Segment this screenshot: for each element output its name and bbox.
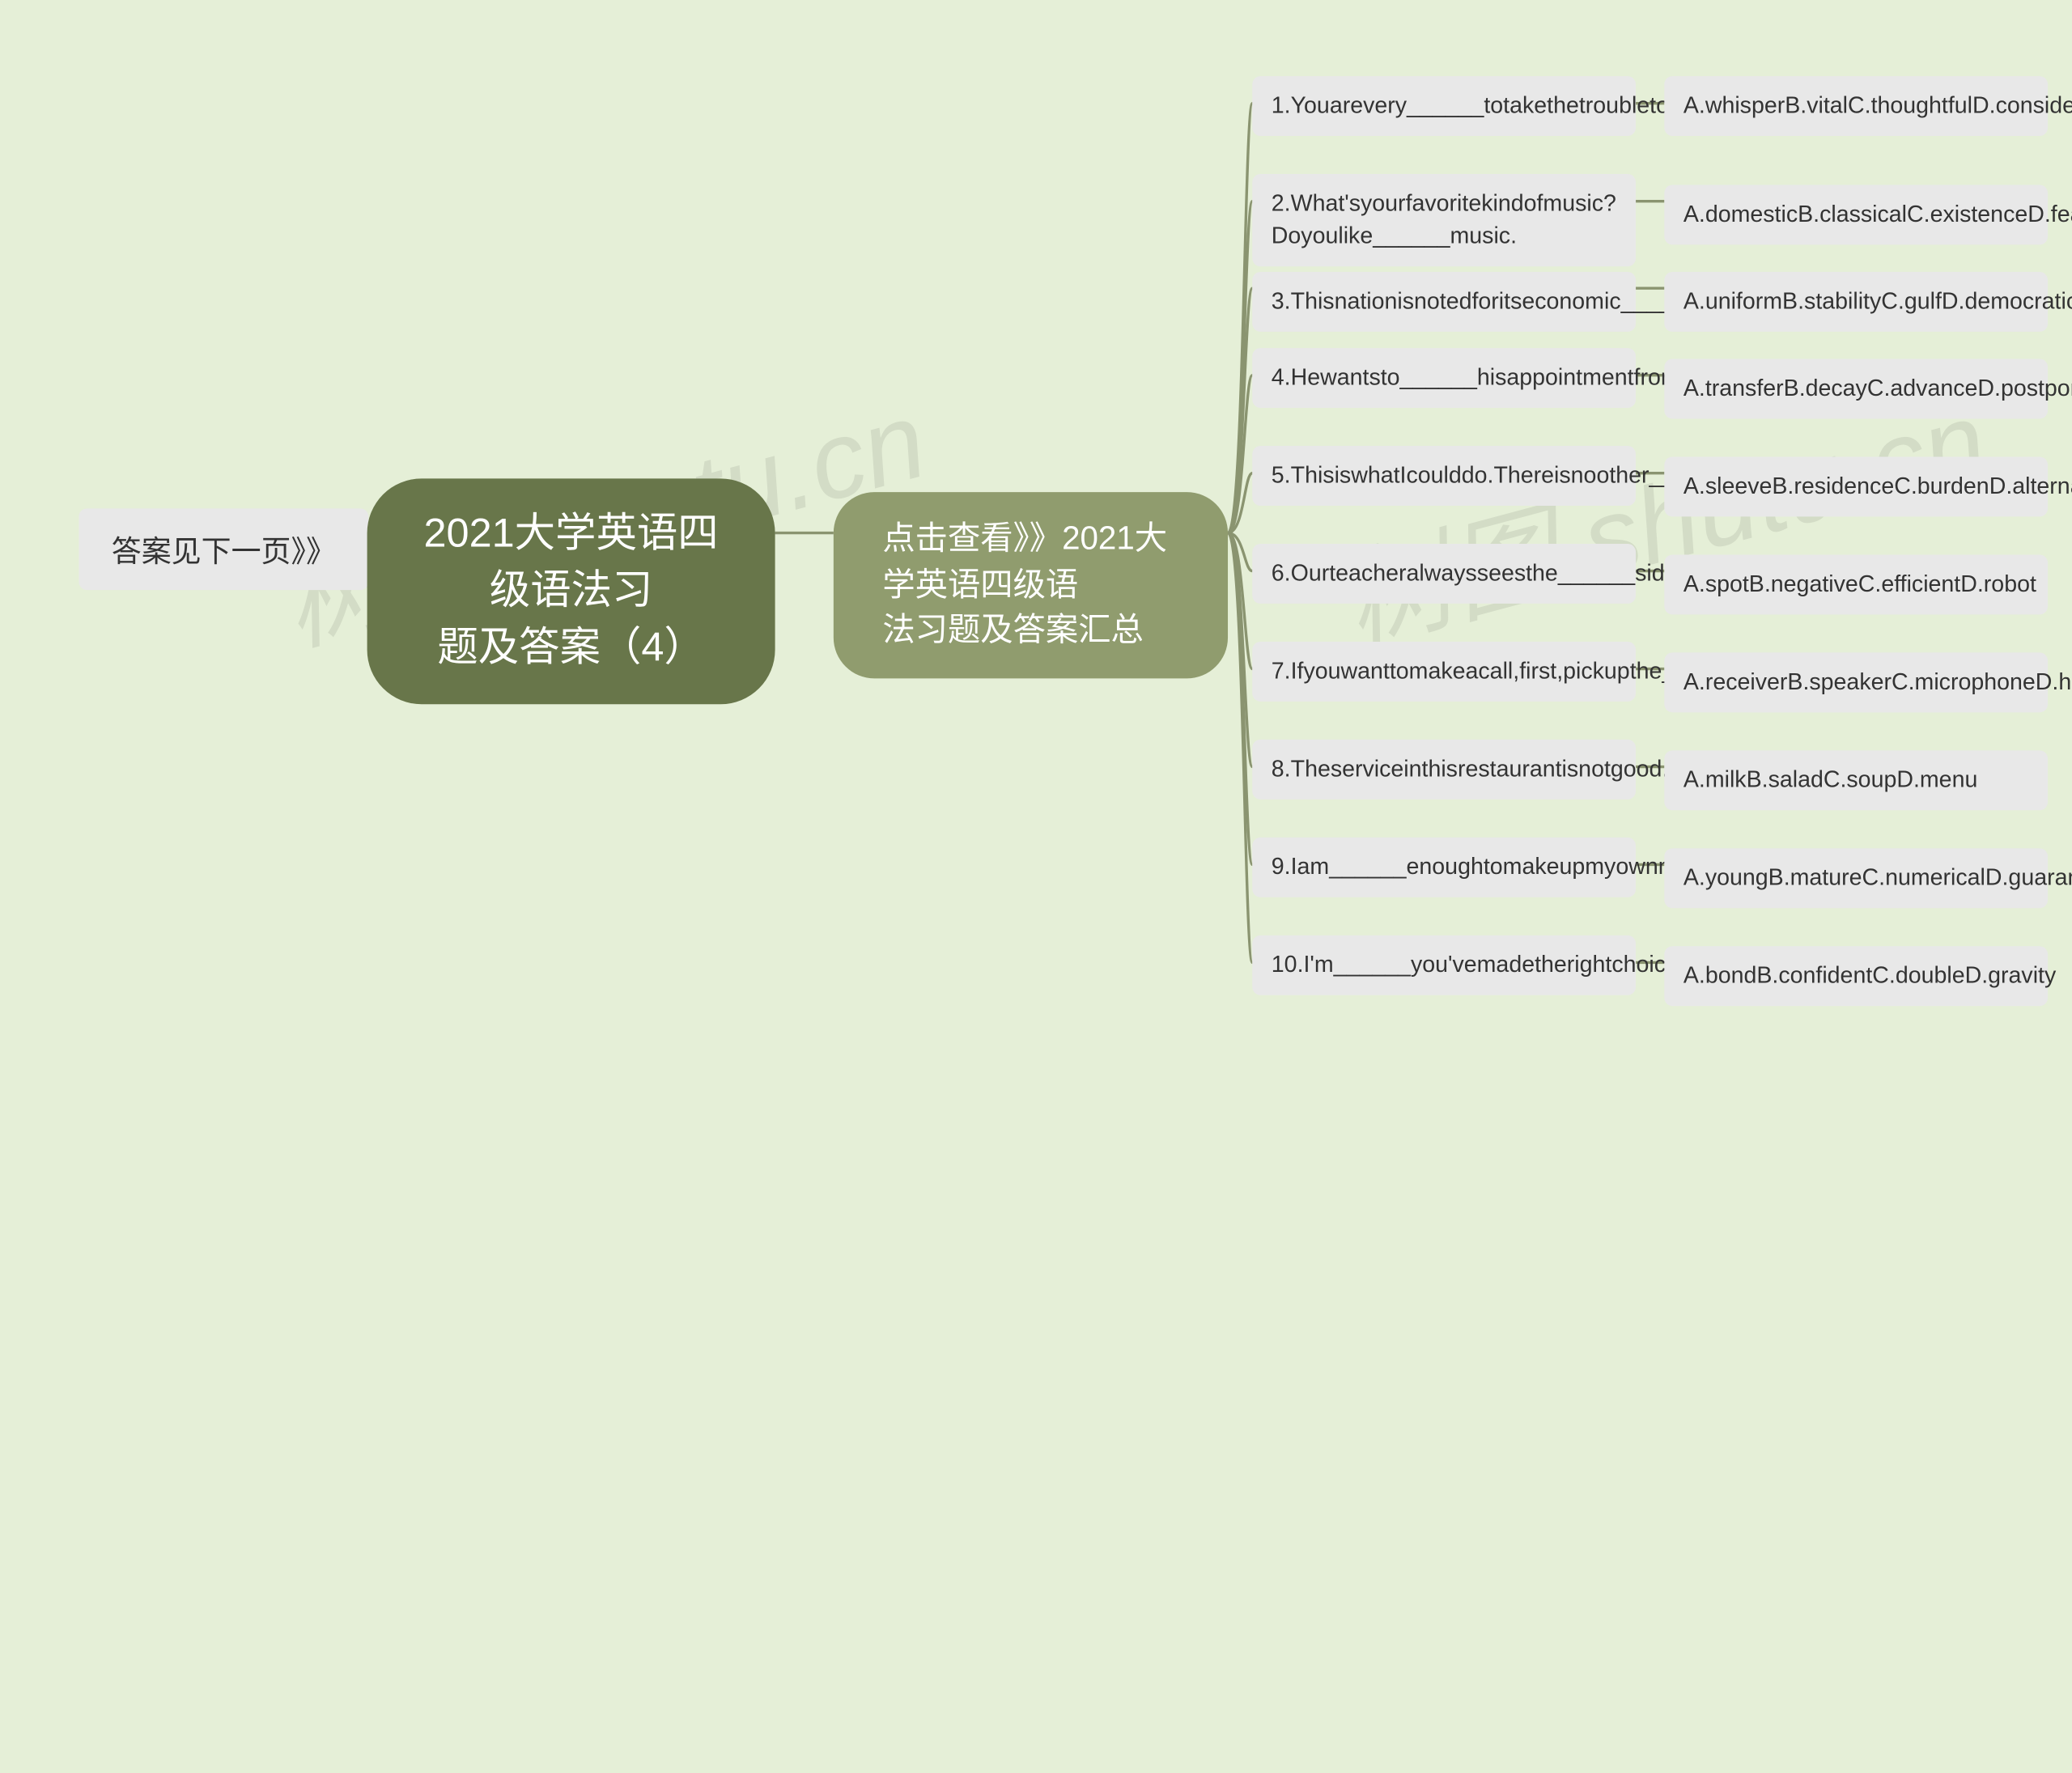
sub-label: 点击查看》》2021大学英语四级语 法习题及答案汇总 [882,520,1167,648]
answer-node-2[interactable]: A.domesticB.classicalC.existenceD.featur… [1664,185,2048,244]
root-node[interactable]: 2021大学英语四级语法习 题及答案（4） [367,478,775,704]
answer-label: A.spotB.negativeC.efficientD.robot [1684,571,2036,597]
answer-node-6[interactable]: A.spotB.negativeC.efficientD.robot [1664,554,2048,614]
sub-node[interactable]: 点击查看》》2021大学英语四级语 法习题及答案汇总 [834,492,1228,678]
answer-node-7[interactable]: A.receiverB.speakerC.microphoneD.hook [1664,652,2048,712]
answer-node-1[interactable]: A.whisperB.vitalC.thoughtfulD.considerab… [1664,76,2048,136]
question-node-6[interactable]: 6.Ourteacheralwaysseesthe______sideofeve… [1252,544,1636,604]
answer-label: A.sleeveB.residenceC.burdenD.alternative [1684,473,2072,499]
question-label: 10.I'm______you'vemadetherightchoice. [1272,952,1685,978]
question-node-2[interactable]: 2.What'syourfavoritekindofmusic?Doyoulik… [1252,174,1636,266]
question-node-1[interactable]: 1.Youarevery______totakethetroubletohelp… [1252,76,1636,136]
answer-next-page-label: 答案见下一页》》 [112,534,336,568]
root-label: 2021大学英语四级语法习 题及答案（4） [422,506,721,677]
question-node-5[interactable]: 5.ThisiswhatIcoulddo.Thereisnoother_____… [1252,446,1636,506]
question-node-4[interactable]: 4.Hewantsto______hisappointmentfromMonda… [1252,348,1636,408]
answer-node-5[interactable]: A.sleeveB.residenceC.burdenD.alternative [1664,456,2048,516]
answer-next-page-node[interactable]: 答案见下一页》》 [79,508,368,590]
question-node-7[interactable]: 7.Ifyouwanttomakeacall,first,pickupthe__… [1252,642,1636,702]
answer-label: A.uniformB.stabilityC.gulfD.democratic [1684,288,2072,314]
question-node-8[interactable]: 8.Theserviceinthisrestaurantisnotgood.Ev… [1252,740,1636,800]
question-node-9[interactable]: 9.Iam______enoughtomakeupmyownmind.Youdo… [1252,838,1636,897]
answer-label: A.domesticB.classicalC.existenceD.featur… [1684,201,2072,227]
question-node-3[interactable]: 3.Thisnationisnotedforitseconomic______. [1252,272,1636,332]
answer-node-10[interactable]: A.bondB.confidentC.doubleD.gravity [1664,946,2048,1006]
question-label: 3.Thisnationisnotedforitseconomic______. [1272,288,1705,314]
answer-node-4[interactable]: A.transferB.decayC.advanceD.postpone [1664,359,2048,419]
answer-label: A.youngB.matureC.numericalD.guarantee [1684,864,2072,890]
answer-label: A.transferB.decayC.advanceD.postpone [1684,375,2072,401]
answer-label: A.whisperB.vitalC.thoughtfulD.considerab… [1684,92,2072,118]
answer-node-3[interactable]: A.uniformB.stabilityC.gulfD.democratic [1664,272,2048,332]
answer-node-9[interactable]: A.youngB.matureC.numericalD.guarantee [1664,848,2048,908]
question-label: 2.What'syourfavoritekindofmusic?Doyoulik… [1272,190,1616,248]
answer-label: A.milkB.saladC.soupD.menu [1684,767,1978,793]
answer-label: A.bondB.confidentC.doubleD.gravity [1684,962,2056,988]
answer-node-8[interactable]: A.milkB.saladC.soupD.menu [1664,750,2048,810]
question-node-10[interactable]: 10.I'm______you'vemadetherightchoice. [1252,935,1636,995]
answer-label: A.receiverB.speakerC.microphoneD.hook [1684,669,2072,695]
